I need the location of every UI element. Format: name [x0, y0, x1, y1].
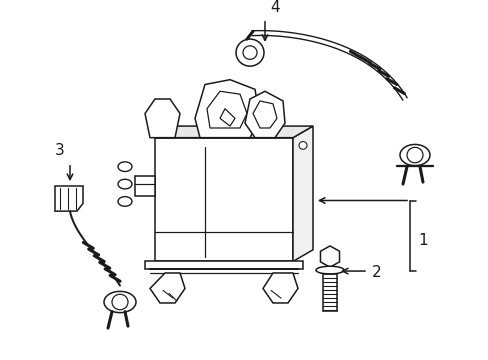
Text: 4: 4 [269, 0, 279, 15]
Ellipse shape [315, 266, 343, 274]
Polygon shape [150, 273, 184, 303]
Polygon shape [135, 176, 155, 196]
Polygon shape [320, 246, 339, 267]
Ellipse shape [118, 197, 132, 206]
Ellipse shape [399, 144, 429, 166]
Polygon shape [292, 126, 312, 261]
Polygon shape [145, 261, 303, 269]
Circle shape [243, 46, 257, 59]
Ellipse shape [104, 291, 136, 312]
Polygon shape [145, 99, 180, 138]
Ellipse shape [118, 179, 132, 189]
Text: 2: 2 [371, 265, 381, 280]
Polygon shape [206, 91, 246, 128]
Circle shape [236, 39, 264, 66]
Polygon shape [244, 91, 285, 138]
Ellipse shape [118, 162, 132, 171]
Polygon shape [263, 273, 297, 303]
Polygon shape [155, 126, 312, 138]
Polygon shape [252, 101, 276, 128]
Polygon shape [155, 138, 292, 261]
Polygon shape [220, 109, 235, 126]
Circle shape [112, 294, 128, 310]
Text: 1: 1 [417, 233, 427, 248]
Polygon shape [195, 80, 260, 138]
Circle shape [298, 141, 306, 149]
Circle shape [406, 147, 422, 163]
Text: 3: 3 [55, 143, 64, 158]
Polygon shape [55, 186, 83, 211]
